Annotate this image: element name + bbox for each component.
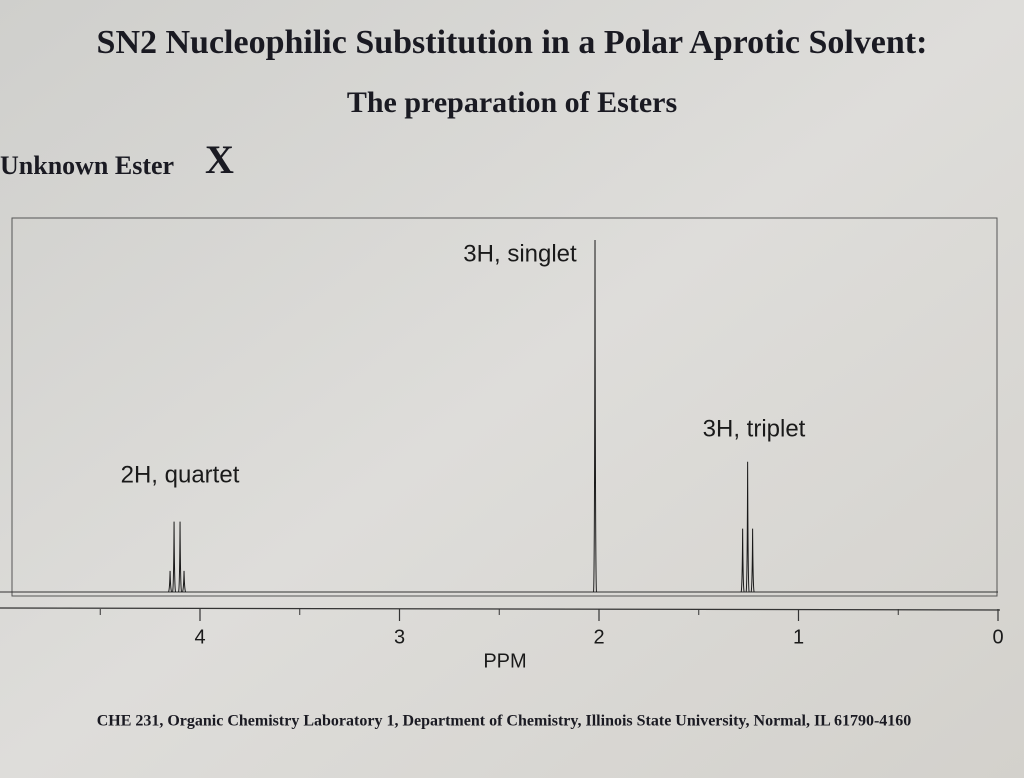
x-tick-label: 0 <box>992 626 1003 648</box>
x-axis-label: PPM <box>483 650 526 672</box>
peak <box>750 528 755 593</box>
peak <box>593 239 598 593</box>
peak <box>168 570 173 593</box>
x-tick-label: 2 <box>593 626 604 648</box>
peak <box>182 570 187 593</box>
spectrum: 4 3 2 1 0 2H, quartet 3H, singlet 3H, triplet <box>99 239 1004 648</box>
x-tick-label: 4 <box>194 626 205 648</box>
peak <box>178 521 183 593</box>
peak-label: 3H, singlet <box>463 240 577 267</box>
x-tick-label: 1 <box>793 626 804 648</box>
subtitle: The preparation of Esters <box>347 86 677 119</box>
peak <box>172 521 177 593</box>
x-axis <box>0 607 1001 611</box>
title: SN2 Nucleophilic Substitution in a Polar… <box>97 24 928 61</box>
plot-frame <box>11 217 998 597</box>
peak <box>740 528 745 593</box>
sample-label: Unknown Ester <box>0 151 174 180</box>
peak <box>745 461 750 593</box>
peak-label: 3H, triplet <box>703 415 806 442</box>
footer: CHE 231, Organic Chemistry Laboratory 1,… <box>97 713 912 730</box>
peak-label: 2H, quartet <box>121 461 240 488</box>
sample-symbol: X <box>205 137 234 182</box>
x-tick-label: 3 <box>394 626 405 648</box>
